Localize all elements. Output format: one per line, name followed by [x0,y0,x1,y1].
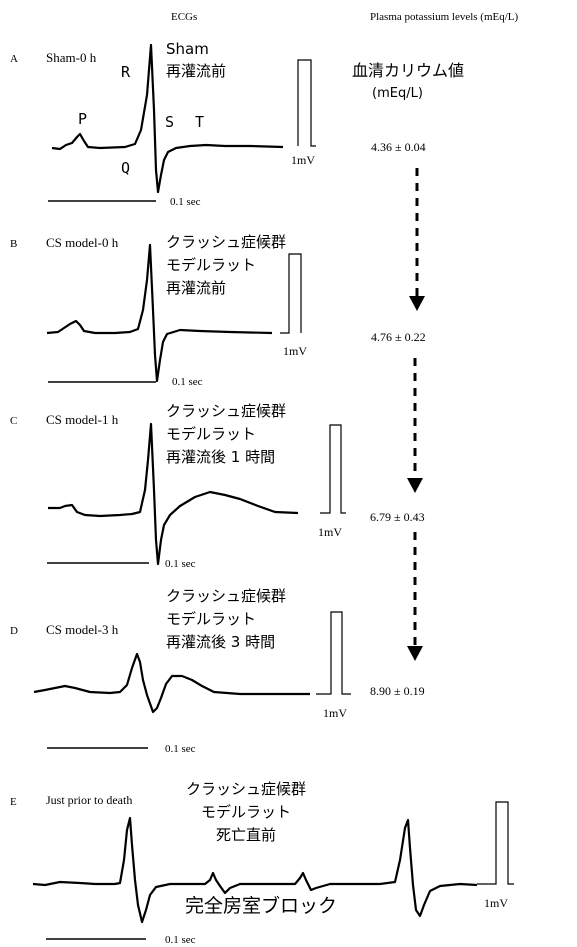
amplitude-bar-c [320,424,346,514]
panel-title-e: Just prior to death [46,793,133,807]
panel-note-e: クラッシュ症候群 モデルラット 死亡直前 [186,780,307,844]
time-scale-label-e: 0.1 sec [165,934,196,946]
time-scale-label-c: 0.1 sec [165,558,196,570]
time-scale-label-b: 0.1 sec [172,376,203,388]
panel-title-d: CS model-3 h [46,622,119,637]
ecg-trace-c [48,422,299,566]
potassium-label-jp: 血清カリウム値 [352,61,465,80]
trend-arrow-3 [407,532,423,661]
panel-letter-d: D [10,625,18,637]
wave-label-s: S [165,113,175,131]
wave-label-q: Q [121,159,131,177]
potassium-value-c: 6.79 ± 0.43 [370,510,425,524]
panel-note-b: クラッシュ症候群 モデルラット 再灌流前 [166,233,287,297]
panel-title-b: CS model-0 h [46,235,119,250]
time-scale-label-a: 0.1 sec [170,196,201,208]
time-scale-label-d: 0.1 sec [165,743,196,755]
block-label: 完全房室ブロック [185,895,338,917]
wave-label-t: T [195,113,205,131]
panel-title-c: CS model-1 h [46,412,119,427]
amplitude-scale-label-e: 1mV [484,896,508,910]
panel-letter-e: E [10,796,17,808]
amplitude-bar-e [477,801,514,885]
amplitude-scale-label-a: 1mV [291,153,315,167]
amplitude-bar-a [297,59,316,147]
amplitude-scale-label-d: 1mV [323,706,347,720]
wave-label-r: R [121,63,131,81]
amplitude-bar-d [316,611,351,695]
panel-letter-b: B [10,238,18,250]
ecg-trace-b [46,243,273,383]
trend-arrow-1 [409,168,425,311]
panel-note-d: クラッシュ症候群 モデルラット 再灌流後 3 時間 [166,587,287,651]
potassium-value-d: 8.90 ± 0.19 [370,684,425,698]
wave-label-p: P [78,110,88,128]
potassium-value-b: 4.76 ± 0.22 [371,330,426,344]
ecg-trace-d [33,652,310,714]
amplitude-bar-b [280,253,302,334]
ecg-trace-e [32,816,478,924]
potassium-value-a: 4.36 ± 0.04 [371,140,426,154]
panel-letter-a: A [10,53,18,65]
panel-title-a: Sham-0 h [46,50,97,65]
panel-note-a: Sham 再灌流前 [166,40,227,80]
potassium-header: Plasma potassium levels (mEq/L) [370,11,519,23]
amplitude-scale-label-b: 1mV [283,344,307,358]
ecg-trace-a [51,43,284,194]
panel-letter-c: C [10,415,18,427]
amplitude-scale-label-c: 1mV [318,525,342,539]
ecgs-header: ECGs [171,11,198,23]
panel-note-c: クラッシュ症候群 モデルラット 再灌流後 1 時間 [166,402,287,466]
trend-arrow-2 [407,358,423,493]
potassium-label-unit: (mEq/L) [372,86,423,101]
